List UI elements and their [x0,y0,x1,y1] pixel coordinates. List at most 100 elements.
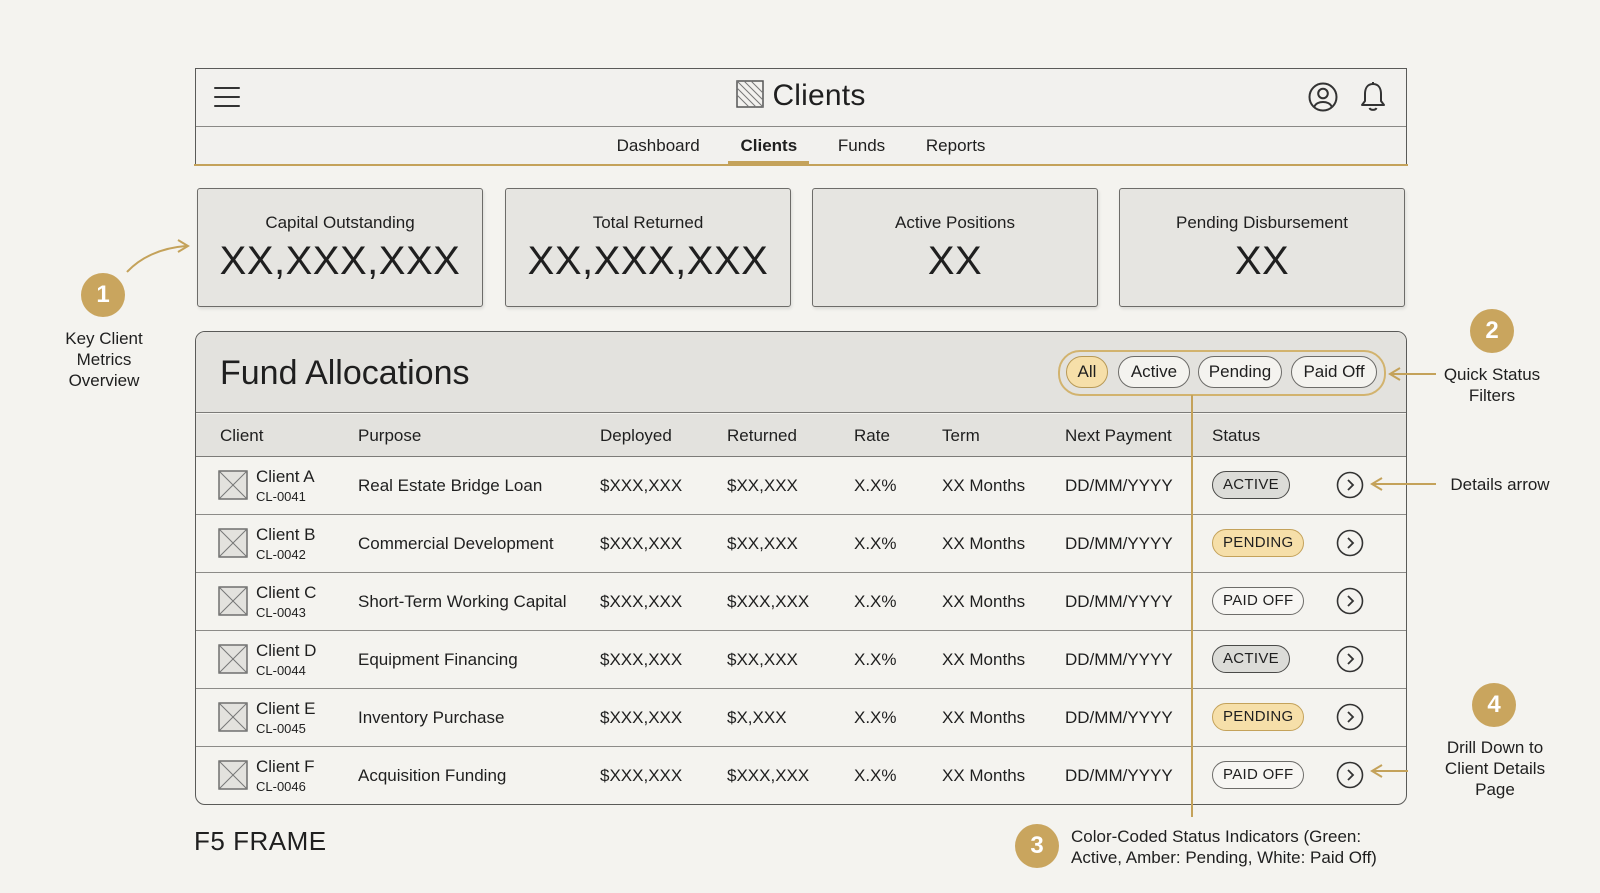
table-row[interactable]: Client B CL-0042 Commercial Development … [196,515,1406,573]
annotation-note-2: Quick Status Filters [1443,365,1541,405]
metric-value: XX [1234,239,1290,283]
avatar-placeholder-icon [218,470,248,500]
panel-title: Fund Allocations [220,354,470,392]
status-badge: ACTIVE [1212,645,1290,673]
filter-paid-off[interactable]: Paid Off [1291,356,1377,388]
cell-rate: X.X% [854,592,897,611]
nav-tabs: Dashboard Clients Funds Reports [196,126,1406,164]
col-rate: Rate [854,426,890,445]
tab-funds[interactable]: Funds [837,136,886,155]
filter-all[interactable]: All [1066,356,1108,388]
cell-next-payment: DD/MM/YYYY [1065,708,1173,727]
status-badge: PENDING [1212,703,1305,731]
cell-rate: X.X% [854,534,897,553]
col-status: Status [1212,426,1261,445]
cell-next-payment: DD/MM/YYYY [1065,592,1173,611]
cell-term: XX Months [942,592,1026,611]
metric-value: XX,XXX,XXX [219,239,461,283]
bell-icon[interactable] [1358,81,1388,113]
client-id: CL-0044 [256,663,306,678]
cell-purpose: Inventory Purchase [358,708,505,727]
col-term: Term [942,426,980,445]
menu-icon[interactable] [214,87,240,107]
panel-header: Fund Allocations All Active Pending Paid… [196,332,1406,413]
metric-label: Pending Disbursement [1176,213,1348,232]
status-badge: ACTIVE [1212,471,1290,499]
table-row[interactable]: Client E CL-0045 Inventory Purchase $XXX… [196,689,1406,747]
annotation-marker-2: 2 [1470,309,1514,353]
filter-pending[interactable]: Pending [1198,356,1282,388]
user-icon[interactable] [1308,82,1338,112]
status-callout-line [1191,395,1193,817]
cell-purpose: Real Estate Bridge Loan [358,476,543,495]
annotation-marker-4: 4 [1472,683,1516,727]
cell-deployed: $XXX,XXX [600,476,683,495]
cell-purpose: Short-Term Working Capital [358,592,567,611]
metric-label: Total Returned [592,213,704,232]
cell-returned: $X,XXX [727,708,787,727]
client-id: CL-0041 [256,489,306,504]
metric-card-pending-disbursement: Pending Disbursement XX [1119,188,1405,307]
cell-rate: X.X% [854,708,897,727]
chevron-right-icon[interactable] [1336,587,1364,615]
client-name: Client C [256,583,317,602]
chevron-right-icon[interactable] [1336,529,1364,557]
metric-card-active-positions: Active Positions XX [812,188,1098,307]
client-name: Client B [256,525,316,544]
table-row[interactable]: Client A CL-0041 Real Estate Bridge Loan… [196,457,1406,515]
table-row[interactable]: Client F CL-0046 Acquisition Funding $XX… [196,747,1406,804]
cell-rate: X.X% [854,476,897,495]
table-header: Client Purpose Deployed Returned Rate Te… [196,414,1406,457]
avatar-placeholder-icon [218,702,248,732]
cell-deployed: $XXX,XXX [600,592,683,611]
status-badge: PAID OFF [1212,761,1305,789]
client-id: CL-0045 [256,721,306,736]
table-row[interactable]: Client D CL-0044 Equipment Financing $XX… [196,631,1406,689]
annotation-details-arrow: Details arrow [1450,475,1550,494]
tab-reports[interactable]: Reports [925,136,986,155]
header-divider [194,164,1408,166]
page-title: Clients [772,79,866,112]
title-wrap: Clients [196,79,1406,113]
cell-returned: $XX,XXX [727,476,798,495]
col-client: Client [220,426,264,445]
cell-next-payment: DD/MM/YYYY [1065,650,1173,669]
cell-returned: $XX,XXX [727,534,798,553]
logo-icon [736,80,765,108]
metric-label: Capital Outstanding [265,213,415,232]
cell-returned: $XX,XXX [727,650,798,669]
status-badge: PAID OFF [1212,587,1305,615]
cell-rate: X.X% [854,650,897,669]
annotation-note-4: Drill Down to Client Details Page [1444,738,1546,799]
client-name: Client D [256,641,317,660]
annotation-marker-3: 3 [1015,824,1059,868]
metric-card-total-returned: Total Returned XX,XXX,XXX [505,188,791,307]
cell-term: XX Months [942,766,1026,785]
metric-value: XX [927,239,983,283]
tab-dashboard[interactable]: Dashboard [616,136,700,155]
cell-returned: $XXX,XXX [727,766,810,785]
chevron-right-icon[interactable] [1336,761,1364,789]
cell-purpose: Acquisition Funding [358,766,507,785]
cell-term: XX Months [942,534,1026,553]
cell-purpose: Equipment Financing [358,650,518,669]
client-name: Client A [256,467,315,486]
table-row[interactable]: Client C CL-0043 Short-Term Working Capi… [196,573,1406,631]
client-id: CL-0042 [256,547,306,562]
cell-next-payment: DD/MM/YYYY [1065,476,1173,495]
cell-term: XX Months [942,650,1026,669]
cell-next-payment: DD/MM/YYYY [1065,766,1173,785]
chevron-right-icon[interactable] [1336,703,1364,731]
chevron-right-icon[interactable] [1336,471,1364,499]
tab-clients[interactable]: Clients [728,126,810,164]
avatar-placeholder-icon [218,528,248,558]
cell-deployed: $XXX,XXX [600,650,683,669]
metric-card-capital-outstanding: Capital Outstanding XX,XXX,XXX [197,188,483,307]
cell-rate: X.X% [854,766,897,785]
chevron-right-icon[interactable] [1336,645,1364,673]
frame-label: F5 FRAME [194,826,327,856]
col-deployed: Deployed [600,426,672,445]
filter-active[interactable]: Active [1118,356,1190,388]
col-next-payment: Next Payment [1065,426,1172,445]
